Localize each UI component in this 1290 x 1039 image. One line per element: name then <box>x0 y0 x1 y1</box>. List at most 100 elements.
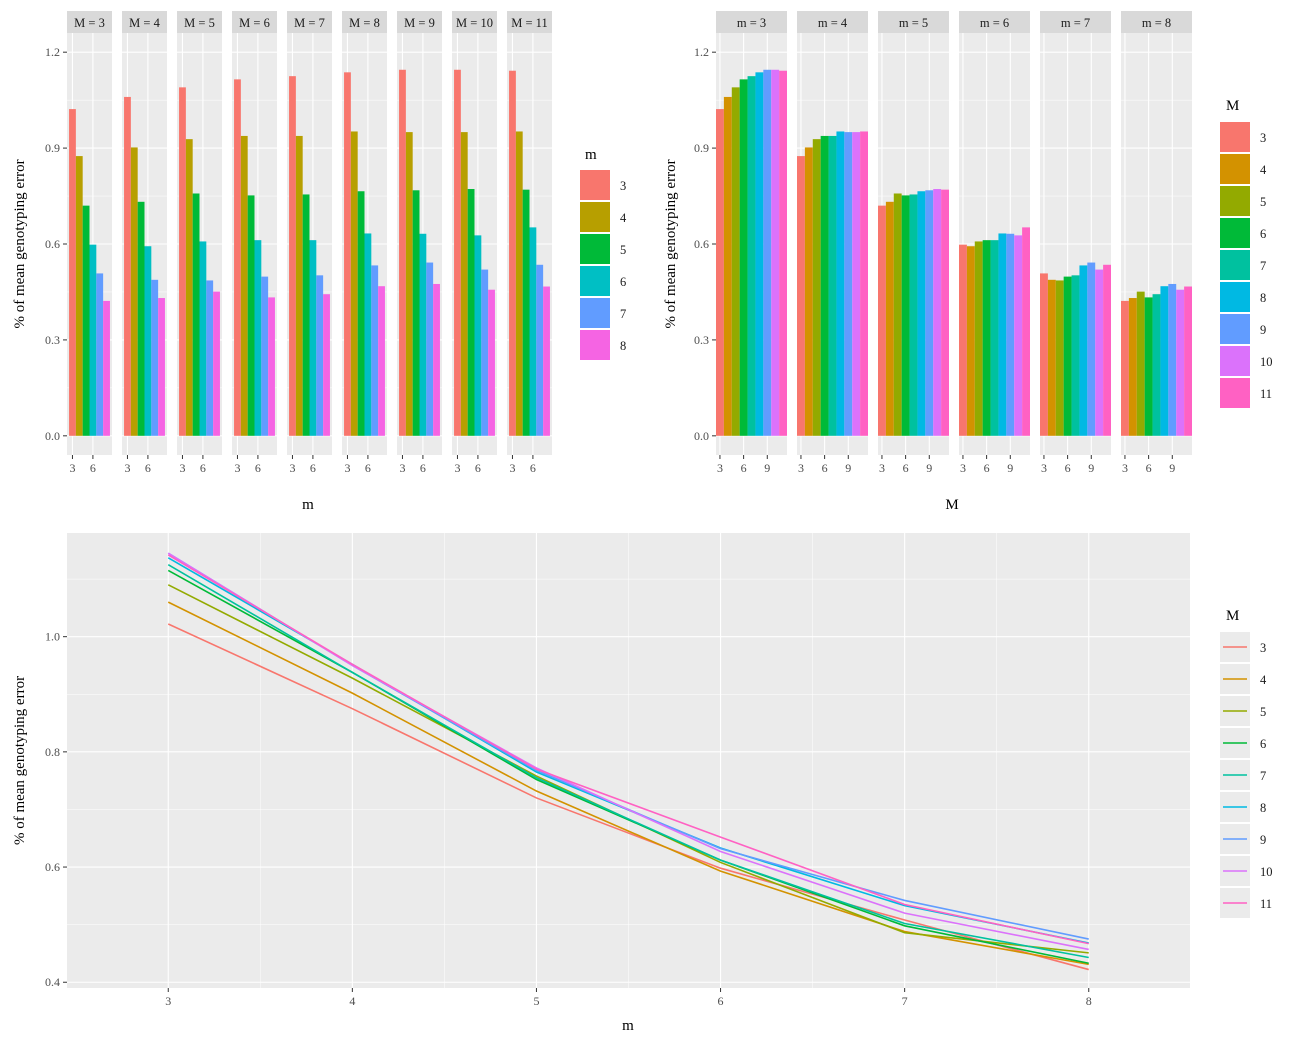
bar <box>909 194 918 436</box>
facet-6: M = 8 3 6 <box>342 11 387 475</box>
bar <box>893 193 902 436</box>
legend-label: 10 <box>1260 865 1273 879</box>
bar <box>295 135 303 436</box>
y-tick-label: 0.3 <box>45 333 60 347</box>
bar <box>1095 269 1104 436</box>
facet-strip-label: m = 4 <box>818 16 848 30</box>
y-axis-title: % of mean genotyping error <box>12 676 28 845</box>
facet-strip-label: m = 7 <box>1061 16 1090 30</box>
bar <box>1063 276 1072 436</box>
x-tick-label: 3 <box>124 461 130 475</box>
x-tick-label: 6 <box>903 461 909 475</box>
legend-key <box>1220 346 1250 376</box>
bar <box>959 244 967 436</box>
x-tick-label: 4 <box>349 994 355 1008</box>
x-tick-label: 3 <box>69 461 75 475</box>
bar <box>982 240 991 436</box>
bar <box>419 233 427 436</box>
x-tick-label: 6 <box>718 994 724 1008</box>
facet-4: m = 6 3 6 9 <box>959 11 1030 475</box>
x-tick-label: 3 <box>454 461 460 475</box>
bar <box>302 194 310 436</box>
bar <box>731 87 740 436</box>
x-tick-label: 3 <box>509 461 515 475</box>
legend-label: 3 <box>1260 641 1266 655</box>
bar <box>144 246 152 436</box>
facet-strip <box>397 11 442 33</box>
y-tick-label: 0.8 <box>45 745 60 759</box>
x-tick-label: 9 <box>1007 461 1013 475</box>
y-tick-label: 0.3 <box>694 333 709 347</box>
facet-strip-label: m = 8 <box>1142 16 1171 30</box>
facet-strip <box>797 11 868 33</box>
legend-label: 6 <box>1260 227 1266 241</box>
bar <box>158 298 165 436</box>
facet-strip-label: M = 10 <box>456 16 493 30</box>
legend-label: 4 <box>1260 163 1267 177</box>
facet-1: M = 3 3 6 <box>67 11 112 475</box>
x-axis-title: m <box>622 1018 634 1034</box>
bar <box>130 147 138 436</box>
bar <box>1184 286 1192 436</box>
bar <box>364 233 372 436</box>
x-tick-label: 6 <box>984 461 990 475</box>
bar <box>1121 300 1129 436</box>
facet-strip <box>342 11 387 33</box>
x-tick-label: 6 <box>200 461 206 475</box>
y-axis-title: % of mean genotyping error <box>12 159 28 328</box>
bar <box>852 132 861 436</box>
legend-label: 9 <box>1260 833 1266 847</box>
series-line-M-7 <box>167 563 1089 959</box>
bar <box>254 240 262 436</box>
x-tick-label: 3 <box>165 994 171 1008</box>
bar <box>1071 275 1080 436</box>
legend-label: 11 <box>1260 387 1272 401</box>
facet-8: M = 10 3 6 <box>452 11 497 475</box>
facet-7: M = 9 3 6 <box>397 11 442 475</box>
bar <box>481 269 489 436</box>
y-tick-label: 0.6 <box>45 860 60 874</box>
bar <box>1055 280 1064 436</box>
bar <box>151 279 159 436</box>
bar <box>1128 298 1137 436</box>
legend-key <box>1220 154 1250 184</box>
bar <box>1160 286 1169 436</box>
bar <box>1040 273 1048 436</box>
legend-label: 5 <box>620 243 626 257</box>
bar <box>426 262 434 436</box>
bar <box>474 235 482 436</box>
facet-strip-label: M = 4 <box>129 16 160 30</box>
x-axis-title: m <box>302 497 314 513</box>
legend-label: 6 <box>1260 737 1266 751</box>
facet-strip <box>716 11 787 33</box>
legend-key <box>1220 250 1250 280</box>
bar <box>941 189 949 436</box>
x-tick-label: 3 <box>344 461 350 475</box>
legend-label: 11 <box>1260 897 1272 911</box>
bar <box>247 195 255 436</box>
x-tick-label: 8 <box>1086 994 1092 1008</box>
bar <box>199 241 207 436</box>
x-tick-label: 3 <box>960 461 966 475</box>
bar <box>755 72 764 436</box>
bar <box>488 289 495 436</box>
series-line-M-4 <box>167 601 1089 966</box>
bar <box>820 135 829 436</box>
facet-strip <box>177 11 222 33</box>
legend-label: 4 <box>620 211 627 225</box>
bar <box>901 195 910 436</box>
bar <box>1022 227 1030 436</box>
x-tick-label: 3 <box>179 461 185 475</box>
legend-label: 7 <box>620 307 626 321</box>
bar <box>124 96 131 436</box>
bar <box>268 297 275 436</box>
bar <box>1079 265 1088 436</box>
legend-key <box>580 330 610 360</box>
facet-strip <box>1121 11 1192 33</box>
bar <box>812 139 821 436</box>
legend-key <box>580 234 610 264</box>
bar <box>844 132 853 436</box>
legend-key <box>580 266 610 296</box>
bar <box>933 189 942 436</box>
